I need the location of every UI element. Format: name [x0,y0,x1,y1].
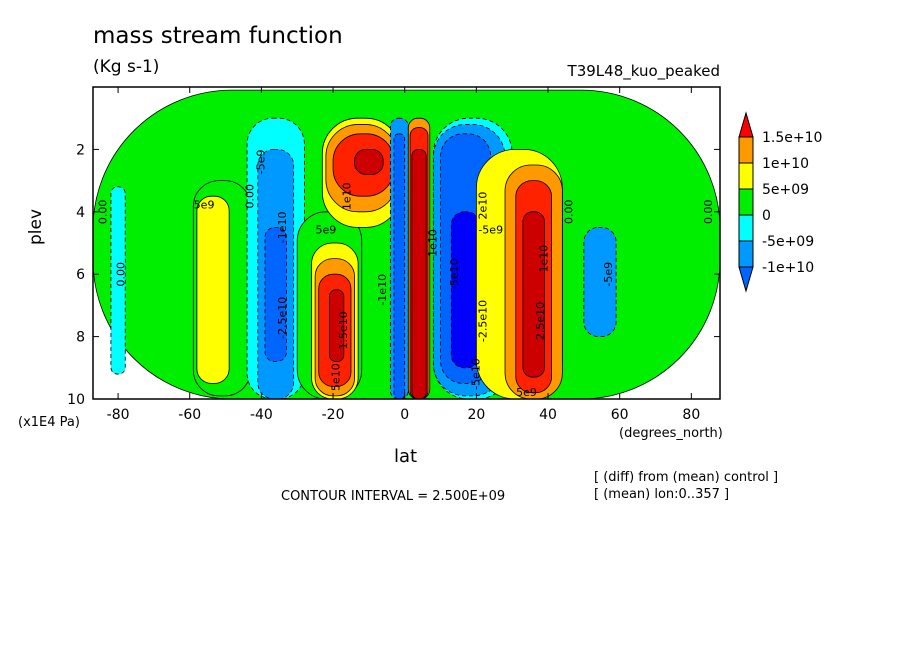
x-axis-label: lat [394,446,418,467]
y-tick-label: 8 [76,330,85,346]
contour-label: 5e9 [516,386,537,399]
colorbar-bottom-arrow [738,266,754,293]
contour-interval: CONTOUR INTERVAL = 2.500E+09 [281,489,506,504]
contour-region [522,211,545,378]
contour-label: -2.5e10 [477,300,490,342]
contour-region [196,195,230,384]
x-axis-ticks: -80 -60 -40 -20 0 20 40 60 80 [107,87,700,423]
contour-region [450,211,481,369]
colorbar-label: 1e+10 [762,156,809,172]
x-tick-label: -80 [107,407,130,423]
colorbar-label: -1e+10 [762,260,814,276]
x-tick-label: 60 [611,407,629,423]
colorbar-label: 0 [762,208,771,224]
y-tick-label: 4 [76,205,85,221]
contour-region [354,148,384,175]
contour-region [583,226,617,337]
contour-label: 0.00 [244,184,257,209]
contour-label: -5e10 [469,358,482,390]
contour-label: -2.5e10 [276,297,289,339]
contour-label: 5e9 [316,224,337,237]
x-tick-label: 40 [539,407,557,423]
colorbar-label: 1.5e+10 [762,130,822,146]
stream-function-fill [93,89,720,399]
chart-title: mass stream function [93,23,343,49]
contour-label: 1.5e10 [337,311,350,349]
y-axis-label: plev [26,208,46,245]
x-tick-label: -40 [250,407,273,423]
contour-label: 0.00 [97,200,110,225]
contour-label: -1e10 [376,274,389,306]
contour-label: 0.00 [115,262,128,287]
contour-region [264,226,287,362]
x-tick-label: 80 [682,407,700,423]
contour-label: 5e10 [330,363,343,391]
x-tick-label: 20 [467,407,485,423]
contour-label: -5e9 [478,224,503,237]
contour-region [411,149,427,399]
chart-units: (Kg s-1) [93,57,160,77]
contour-label: 5e9 [194,199,215,212]
colorbar-box [738,188,754,216]
contour-label: 0.00 [563,200,576,225]
contour-label: 2e10 [477,192,490,220]
contour-label: 1e10 [426,229,439,257]
colorbar-label: 5e+09 [762,182,809,198]
colorbar-box [738,240,754,268]
x-tick-label: -60 [178,407,201,423]
contour-label: -5e9 [254,150,267,175]
colorbar-top-arrow [738,111,754,138]
contour-label: 0.00 [702,200,715,225]
x-axis-units: (degrees_north) [619,426,723,441]
contour-region [393,133,406,399]
y-tick-label: 2 [76,142,85,158]
contour-label: -1e10 [276,212,289,244]
y-axis-units: (x1E4 Pa) [18,415,80,430]
y-axis-ticks: 2 4 6 8 10 [67,142,720,408]
y-tick-label: 10 [67,392,85,408]
colorbar-box [738,136,754,164]
diff-note: [ (diff) from (mean) control ] [594,470,779,485]
contour-label: 2.5e10 [534,302,547,340]
contour-labels: 0.00 0.00 5e9 0.00 -5e9 -1e10 -2.5e10 5e9 1e10 1.… [97,150,716,399]
y-tick-label: 6 [76,267,85,283]
contour-label: 1e10 [537,245,550,273]
contour-label: -5e9 [602,262,615,287]
colorbar: 1.5e+10 1e+10 5e+09 0 -5e+09 -1e+10 [738,111,822,293]
colorbar-label: -5e+09 [762,234,814,250]
colorbar-box [738,214,754,242]
contour-region [110,186,126,375]
x-tick-label: 0 [400,407,409,423]
contour-label: -5e10 [448,258,461,290]
x-tick-label: -20 [322,407,345,423]
mean-note: [ (mean) lon:0..357 ] [594,487,730,502]
contour-label: 1e10 [340,182,353,210]
run-name: T39L48_kuo_peaked [567,62,720,80]
contour-region [329,289,345,362]
plot-frame [92,86,721,400]
colorbar-box [738,162,754,190]
